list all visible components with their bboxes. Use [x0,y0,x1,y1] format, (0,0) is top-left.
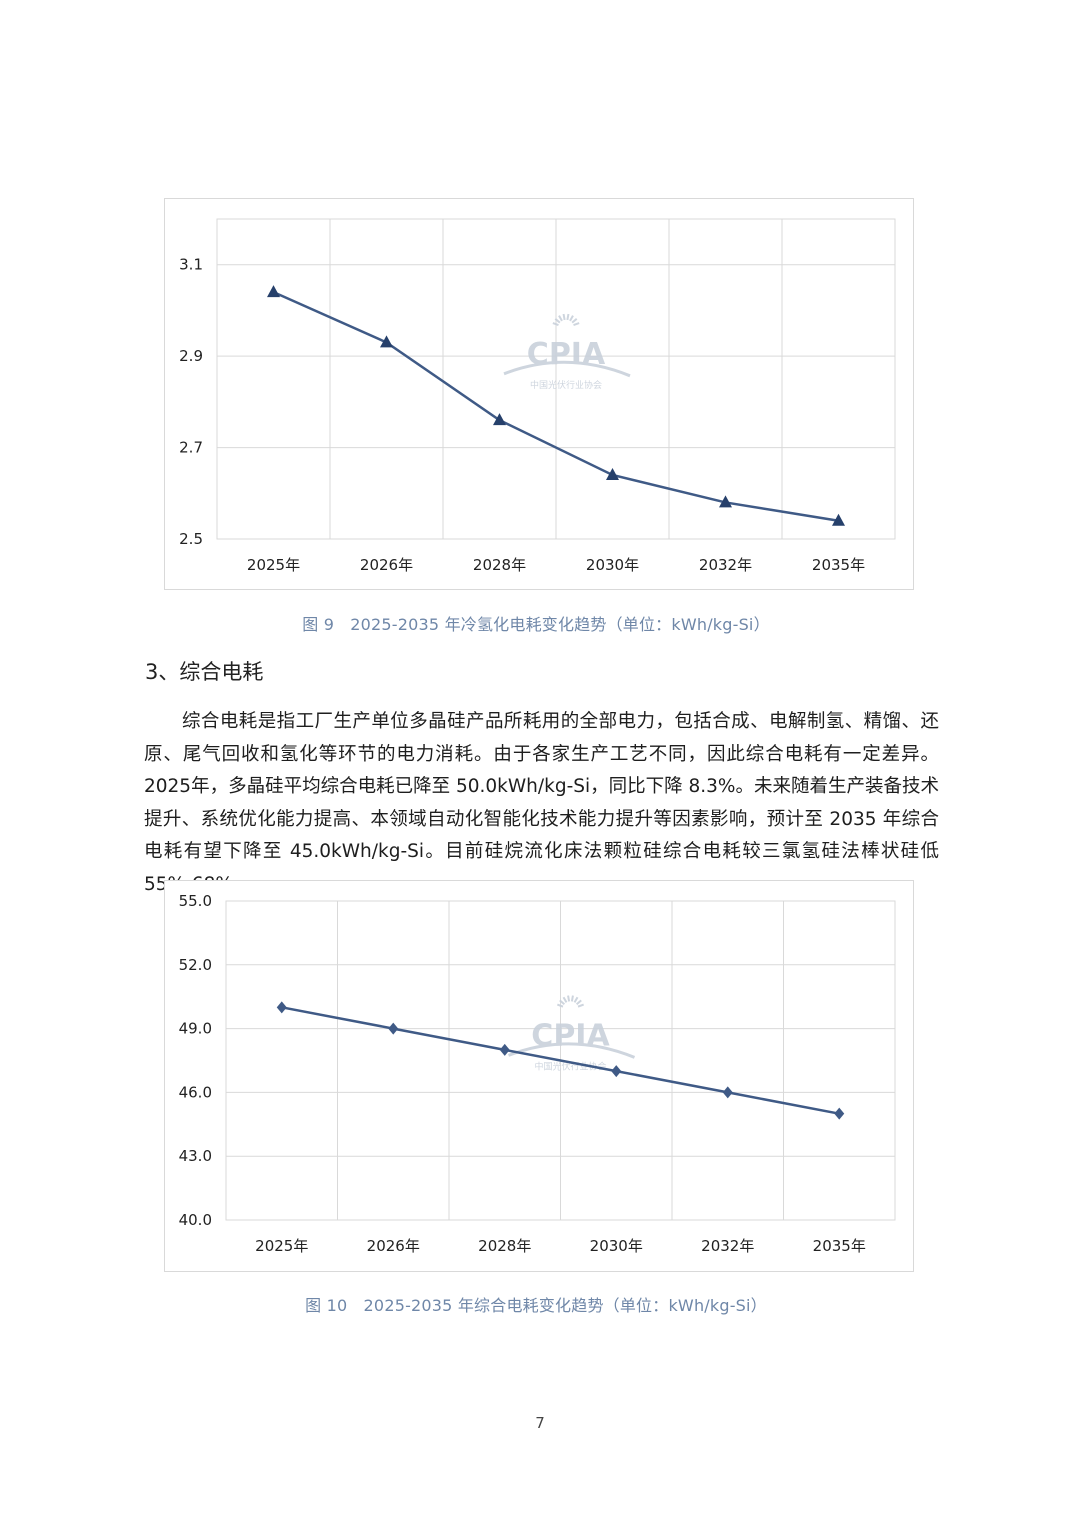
fig9-xtick-label: 2030年 [586,556,639,574]
fig10-point-marker [834,1107,845,1120]
fig10-xtick-label: 2026年 [367,1237,420,1255]
fig9-xtick-label: 2028年 [473,556,526,574]
fig9-xtick-label: 2026年 [360,556,413,574]
chart-fig9-svg: 2.5 2.7 2.9 3.1 2025年 2026年 2028年 2030年 2032年 203… [179,218,896,574]
fig9-ytick-label: 3.1 [179,256,203,274]
watermark-sun-ray [573,996,579,1003]
watermark-sun-ray [562,996,568,1003]
fig9-xtick-label: 2025年 [247,556,300,574]
figure-10-caption: 图 10 2025-2035 年综合电耗变化趋势（单位：kWh/kg-Si） [305,1296,767,1315]
fig9-point-marker [267,285,280,298]
fig10-point-marker [611,1065,622,1078]
watermark-sun-ray [571,318,578,324]
body-paragraph: 综合电耗是指工厂生产单位多晶硅产品所耗用的全部电力，包括合成、电解制氢、精馏、还… [144,711,940,895]
fig9-point-marker [606,468,619,480]
fig9-point-marker [719,495,732,508]
watermark-sun-icon [552,313,580,327]
fig10-ytick-label: 55.0 [179,892,212,910]
watermark-arc [503,360,631,378]
chart-fig9: 2.5 2.7 2.9 3.1 2025年 2026年 2028年 2030年 2032年 203… [164,198,914,590]
page-number: 7 [535,1414,545,1432]
fig9-point-marker [380,335,393,348]
fig10-ytick-label: 52.0 [179,956,212,974]
watermark-sun-ray [566,313,570,321]
watermark-sun-ray [569,315,574,322]
watermark-sun-ray [558,315,563,322]
fig10-xtick-label: 2025年 [255,1237,308,1255]
watermark-org-name: 中国光伏行业协会 [530,379,602,391]
fig10-point-marker [722,1086,733,1099]
fig9-point-marker [832,513,845,526]
fig9-ytick-label: 2.5 [179,530,203,548]
fig10-xtick-label: 2028年 [478,1237,531,1255]
watermark-sun-ray [570,995,574,1002]
watermark-sun-ray [554,318,561,324]
watermark-sun-ray [567,995,571,1002]
fig9-ytick-label: 2.7 [179,439,203,457]
chart-fig10-svg: 40.0 43.0 46.0 49.0 52.0 55.0 2025年 2026年 2028年 2… [179,892,896,1255]
watermark-sun-ray [552,322,559,327]
watermark-sun-ray [573,322,580,327]
fig9-series-line [272,291,839,522]
fig9-point-marker [493,413,506,426]
watermark-logo-text: CPIA [531,1018,610,1053]
fig10-point-marker [499,1043,510,1056]
watermark-org-name: 中国光伏行业协会 [534,1060,606,1072]
fig9-ytick-label: 2.9 [179,347,203,365]
watermark-logo-text: CPIA [527,337,606,372]
fig10-watermark: CPIA 中国光伏行业协会 [507,995,636,1072]
fig10-xtick-label: 2030年 [590,1237,643,1255]
fig10-ytick-label: 43.0 [179,1147,212,1165]
watermark-sun-ray [562,313,566,321]
fig9-xtick-label: 2032年 [699,556,752,574]
watermark-sun-icon [557,995,584,1008]
fig9-watermark: CPIA 中国光伏行业协会 [503,313,631,391]
figure-9-caption: 图 9 2025-2035 年冷氢化电耗变化趋势（单位：kWh/kg-Si） [302,615,770,634]
watermark-sun-ray [577,1003,584,1008]
fig10-ytick-label: 46.0 [179,1083,212,1101]
fig10-series-line [281,1006,840,1115]
fig10-point-marker [388,1022,399,1035]
watermark-sun-ray [559,999,566,1005]
fig10-ytick-label: 49.0 [179,1020,212,1038]
chart-fig10: 40.0 43.0 46.0 49.0 52.0 55.0 2025年 2026年 2028年 2… [164,880,914,1272]
fig10-ytick-label: 40.0 [179,1211,212,1229]
section-heading: 3、综合电耗 [145,660,264,684]
watermark-sun-ray [575,999,582,1005]
fig10-point-marker [276,1001,287,1014]
watermark-arc [507,1042,636,1059]
watermark-sun-ray [557,1003,564,1008]
fig9-xtick-label: 2035年 [812,556,865,574]
fig10-xtick-label: 2035年 [813,1237,866,1255]
fig10-xtick-label: 2032年 [701,1237,754,1255]
